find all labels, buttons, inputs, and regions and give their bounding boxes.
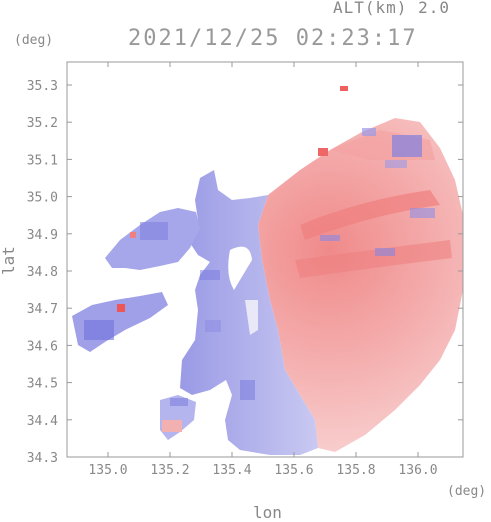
echo-field — [72, 86, 463, 455]
y-tick-label: 34.7 — [27, 302, 58, 317]
approaching-cell — [170, 398, 188, 406]
y-axis-unit: (deg) — [14, 33, 54, 48]
x-tick-label: 136.0 — [398, 463, 437, 478]
y-tick-label: 34.3 — [27, 451, 58, 466]
y-tick-label: 34.4 — [27, 414, 58, 429]
y-tick-label: 34.8 — [27, 265, 58, 280]
x-axis-label: lon — [253, 503, 282, 522]
y-tick-label: 34.5 — [27, 377, 58, 392]
timestamp: 2021/12/25 02:23:17 — [128, 26, 418, 51]
x-axis-unit: (deg) — [447, 484, 487, 499]
approaching-cell — [240, 380, 255, 400]
x-tick-label: 135.0 — [88, 463, 127, 478]
x-tick-label: 135.4 — [212, 463, 251, 478]
receding-cell — [340, 86, 348, 91]
altitude-label: ALT(km) 2.0 — [333, 0, 450, 17]
y-tick-label: 34.6 — [27, 339, 58, 354]
strong-receding-band — [300, 190, 440, 240]
approaching-cell — [205, 320, 221, 332]
y-tick-label: 35.1 — [27, 153, 58, 168]
receding-cell — [117, 304, 125, 312]
receding-cell — [318, 148, 328, 156]
y-tick-label: 35.0 — [27, 191, 58, 206]
approaching-cell — [140, 222, 168, 240]
x-tick-label: 135.8 — [336, 463, 375, 478]
x-tick-label: 135.2 — [150, 463, 189, 478]
y-tick-label: 35.3 — [27, 79, 58, 94]
plot-frame — [66, 61, 464, 458]
x-tick-label: 135.6 — [274, 463, 313, 478]
approaching-streak — [362, 128, 376, 136]
y-tick-label: 35.2 — [27, 116, 58, 131]
approaching-streak — [375, 248, 395, 256]
strong-receding-band — [295, 240, 452, 278]
no-echo-gap — [228, 246, 252, 290]
approaching-streak — [385, 160, 407, 168]
axis-ticks: 135.0 135.2 135.4 135.6 135.8 136.0 35.3 35.2 35… — [27, 62, 463, 478]
approaching-cell — [84, 320, 114, 340]
approaching-streak — [410, 208, 435, 218]
y-tick-label: 34.9 — [27, 228, 58, 243]
approaching-cell — [200, 270, 220, 280]
approaching-streak — [392, 135, 422, 157]
receding-cell — [130, 232, 136, 238]
approaching-streak — [320, 235, 340, 241]
receding-cell — [162, 420, 182, 432]
no-echo-gap — [245, 300, 258, 335]
